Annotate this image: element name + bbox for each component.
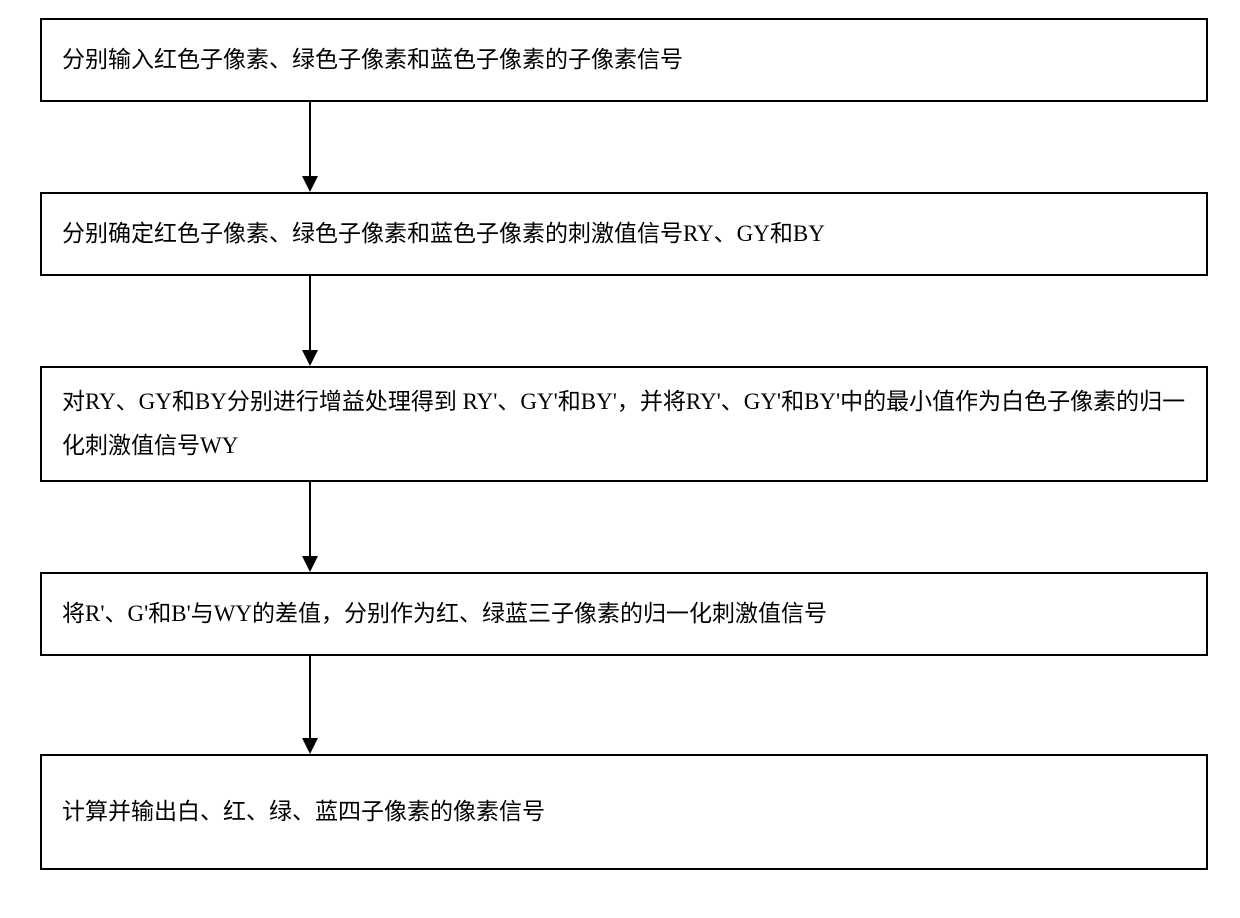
- arrow-2-3-head: [302, 350, 318, 366]
- flow-node-5-text: 计算并输出白、红、绿、蓝四子像素的像素信号: [62, 790, 545, 834]
- arrow-4-5-head: [302, 738, 318, 754]
- arrow-4-5-line: [309, 656, 311, 738]
- arrow-3-4-head: [302, 556, 318, 572]
- flow-node-3-text: 对RY、GY和BY分别进行增益处理得到 RY'、GY'和BY'，并将RY'、GY…: [62, 380, 1186, 467]
- flow-node-4-text: 将R'、G'和B'与WY的差值，分别作为红、绿蓝三子像素的归一化刺激值信号: [62, 592, 827, 636]
- arrow-3-4-line: [309, 482, 311, 556]
- flowchart-container: 分别输入红色子像素、绿色子像素和蓝色子像素的子像素信号 分别确定红色子像素、绿色…: [0, 0, 1240, 918]
- arrow-1-2-line: [309, 102, 311, 176]
- flow-node-5: 计算并输出白、红、绿、蓝四子像素的像素信号: [40, 754, 1208, 870]
- flow-node-2: 分别确定红色子像素、绿色子像素和蓝色子像素的刺激值信号RY、GY和BY: [40, 192, 1208, 276]
- flow-node-3: 对RY、GY和BY分别进行增益处理得到 RY'、GY'和BY'，并将RY'、GY…: [40, 366, 1208, 482]
- flow-node-1-text: 分别输入红色子像素、绿色子像素和蓝色子像素的子像素信号: [62, 38, 683, 82]
- flow-node-1: 分别输入红色子像素、绿色子像素和蓝色子像素的子像素信号: [40, 18, 1208, 102]
- arrow-1-2-head: [302, 176, 318, 192]
- flow-node-4: 将R'、G'和B'与WY的差值，分别作为红、绿蓝三子像素的归一化刺激值信号: [40, 572, 1208, 656]
- arrow-2-3-line: [309, 276, 311, 350]
- flow-node-2-text: 分别确定红色子像素、绿色子像素和蓝色子像素的刺激值信号RY、GY和BY: [62, 212, 825, 256]
